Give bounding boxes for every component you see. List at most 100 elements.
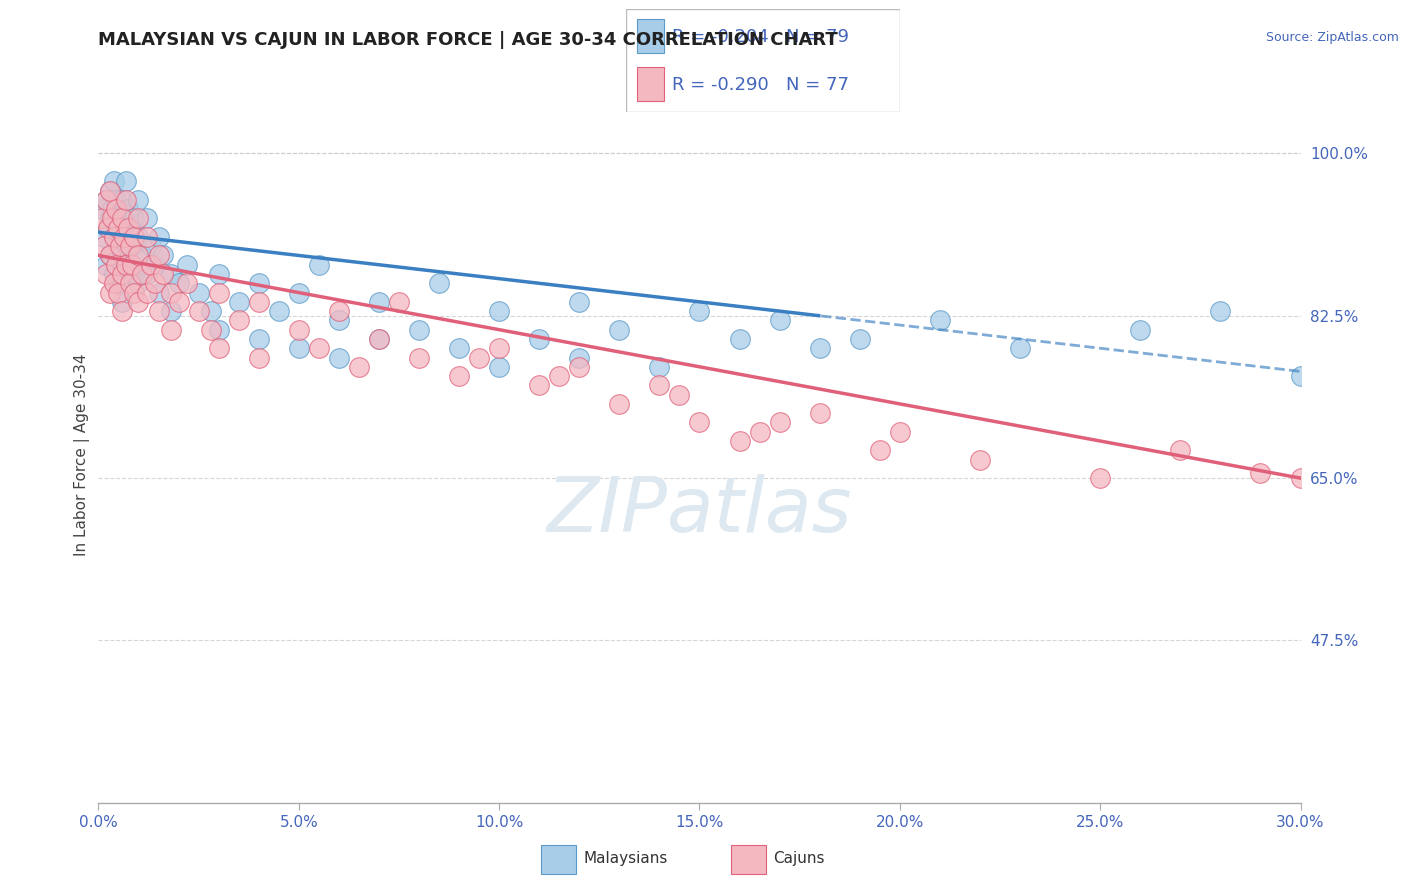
Point [111,294,134,309]
Point [308,341,330,355]
Point [100,248,122,262]
Point [96,193,118,207]
Point [208,285,231,300]
Point [200,304,222,318]
Text: Cajuns: Cajuns [773,851,825,866]
Point [128,230,150,244]
Point [124,230,146,244]
Point [96,267,118,281]
FancyBboxPatch shape [637,19,664,53]
Text: R = -0.204   N = 79: R = -0.204 N = 79 [672,28,849,45]
Point [148,248,170,262]
Point [100,285,122,300]
Point [101,211,124,226]
Point [148,304,170,318]
Point [121,258,143,272]
Point [107,277,129,291]
Point [1289,369,1312,384]
Point [121,239,143,253]
Point [135,211,157,226]
Point [247,351,270,365]
Point [105,193,128,207]
Point [1209,304,1232,318]
Point [1289,471,1312,485]
Point [139,258,162,272]
Point [648,378,671,392]
Point [128,248,150,262]
Point [769,416,792,430]
Point [488,304,510,318]
Point [447,341,470,355]
Point [167,277,190,291]
Point [1010,341,1032,355]
Point [97,220,120,235]
Point [135,285,157,300]
Point [107,211,129,226]
Point [93,230,115,244]
Text: R = -0.290   N = 77: R = -0.290 N = 77 [672,76,849,94]
Point [728,332,751,346]
Point [368,332,391,346]
Text: ZIPatlas: ZIPatlas [547,474,852,548]
Point [110,220,132,235]
Point [135,267,157,281]
Point [103,277,125,291]
Point [101,202,124,216]
Point [152,267,174,281]
Point [447,369,470,384]
Point [247,294,270,309]
Point [110,239,132,253]
Point [368,332,391,346]
Point [107,220,129,235]
Point [159,304,181,318]
Point [408,323,430,337]
Point [103,267,125,281]
Point [114,211,136,226]
Y-axis label: In Labor Force | Age 30-34: In Labor Force | Age 30-34 [75,353,90,557]
Point [100,248,122,262]
Point [288,323,311,337]
Point [328,304,350,318]
Point [388,294,411,309]
Point [117,220,139,235]
Point [111,267,134,281]
Point [889,425,911,439]
Point [115,230,138,244]
Point [107,239,129,253]
Point [120,239,142,253]
Point [111,304,134,318]
Point [228,313,250,327]
Point [91,211,114,226]
Point [159,285,181,300]
Point [748,425,770,439]
Point [1250,467,1272,481]
Point [208,341,231,355]
Point [408,351,430,365]
Point [488,341,510,355]
Point [176,258,198,272]
Point [208,323,231,337]
Point [91,202,114,216]
Point [468,351,491,365]
Point [103,230,125,244]
Point [152,248,174,262]
Point [167,294,190,309]
Point [148,285,170,300]
Point [187,285,209,300]
Point [187,304,209,318]
Point [124,267,146,281]
Point [128,277,150,291]
FancyBboxPatch shape [637,68,664,101]
Point [267,304,290,318]
Point [114,230,136,244]
Point [689,304,711,318]
Point [668,387,690,401]
Point [107,285,129,300]
Point [128,294,150,309]
Point [120,258,142,272]
FancyBboxPatch shape [731,845,766,874]
Point [120,220,142,235]
Point [176,277,198,291]
Point [128,193,150,207]
Point [288,285,311,300]
